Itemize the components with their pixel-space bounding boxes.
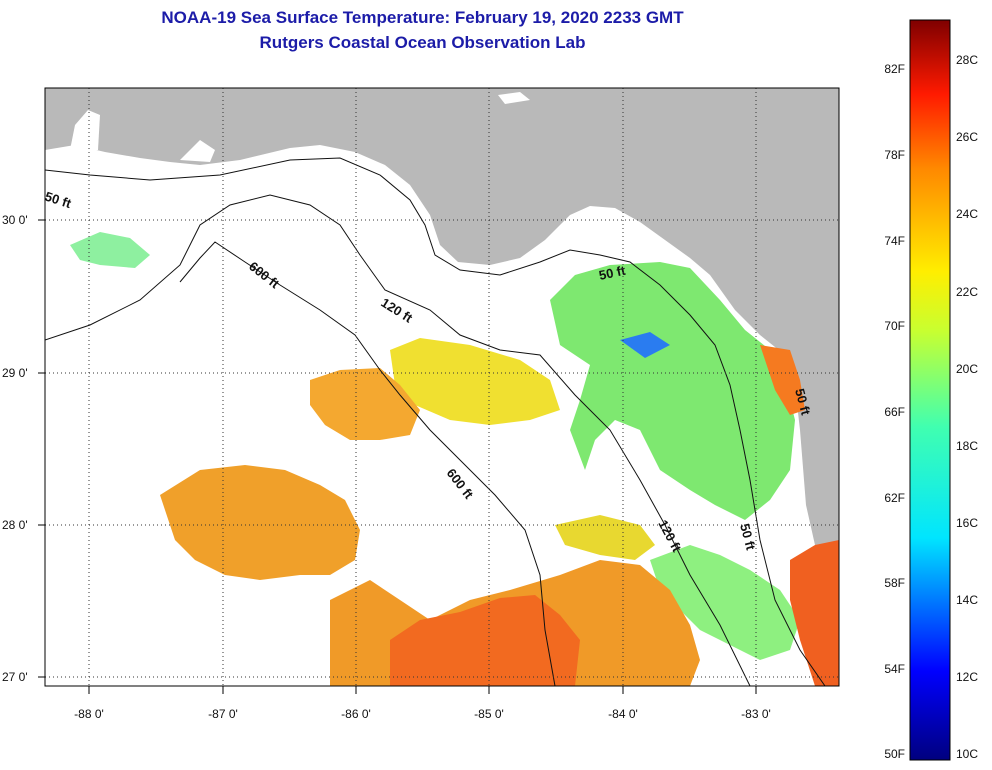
contour-120ft <box>45 194 751 686</box>
plot-frame <box>44 87 840 687</box>
colorbar-f-labels: 82F 78F 74F 70F 66F 62F 58F 54F 50F <box>884 62 905 761</box>
colorbar-f-label: 50F <box>884 747 905 761</box>
colorbar-f-label: 58F <box>884 576 905 590</box>
sst-patch-yellow <box>390 338 560 425</box>
colorbar-c-label: 18C <box>956 439 978 453</box>
y-tick-label: 28 0' <box>2 518 28 532</box>
x-tick-label: -83 0' <box>741 707 771 721</box>
colorbar-f-label: 70F <box>884 319 905 333</box>
contour-label-50ft-4: 50 ft <box>792 387 814 417</box>
colorbar-f-label: 82F <box>884 62 905 76</box>
colorbar-c-label: 22C <box>956 285 978 299</box>
contour-label-50ft-3: 50 ft <box>737 522 759 552</box>
sst-patch-blue <box>620 332 670 358</box>
colorbar-f-label: 62F <box>884 491 905 505</box>
sst-patch-coastal-warm <box>760 345 805 415</box>
y-tick-label: 27 0' <box>2 670 28 684</box>
colorbar-c-label: 26C <box>956 130 978 144</box>
mobile-bay <box>70 110 100 150</box>
sst-patch-coastal-warm-2 <box>790 540 839 686</box>
colorbar-f-label: 78F <box>884 148 905 162</box>
tick-marks <box>38 219 757 694</box>
y-tick-label: 30 0' <box>2 213 28 227</box>
x-tick-label: -85 0' <box>474 707 504 721</box>
sst-patch-green-3 <box>70 232 150 268</box>
colorbar-c-label: 10C <box>956 747 978 761</box>
inland-lake <box>498 92 530 104</box>
graticule <box>45 88 839 686</box>
map-title: NOAA-19 Sea Surface Temperature: Februar… <box>161 8 684 27</box>
colorbar-f-label: 66F <box>884 405 905 419</box>
colorbar-f-label: 74F <box>884 234 905 248</box>
x-tick-label: -88 0' <box>74 707 104 721</box>
x-tick-label: -87 0' <box>208 707 238 721</box>
colorbar-c-label: 16C <box>956 516 978 530</box>
contour-600ft <box>179 241 556 686</box>
colorbar-c-label: 20C <box>956 362 978 376</box>
colorbar-c-label: 14C <box>956 593 978 607</box>
contour-label-50ft-2: 50 ft <box>598 263 628 283</box>
colorbar-c-labels: 28C 26C 24C 22C 20C 18C 16C 14C 12C 10C <box>956 53 978 761</box>
sst-patch-green-2 <box>650 545 800 660</box>
colorbar-f-label: 54F <box>884 662 905 676</box>
sst-patch-green <box>550 262 795 520</box>
sst-patch-orange <box>160 465 360 580</box>
x-tick-label: -84 0' <box>608 707 638 721</box>
contour-label-50ft: 50 ft <box>43 189 74 212</box>
y-tick-label: 29 0' <box>2 366 28 380</box>
colorbar-c-label: 12C <box>956 670 978 684</box>
x-tick-label: -86 0' <box>341 707 371 721</box>
contour-50ft-west <box>45 157 826 686</box>
colorbar-c-label: 24C <box>956 207 978 221</box>
sst-patch-red-orange <box>390 595 580 686</box>
colorbar-c-label: 28C <box>956 53 978 67</box>
map-subtitle: Rutgers Coastal Ocean Observation Lab <box>259 33 586 52</box>
pensacola-bay <box>180 140 215 162</box>
sst-patch-yellow-2 <box>555 515 655 560</box>
colorbar <box>909 19 951 761</box>
land-mass <box>45 88 839 560</box>
